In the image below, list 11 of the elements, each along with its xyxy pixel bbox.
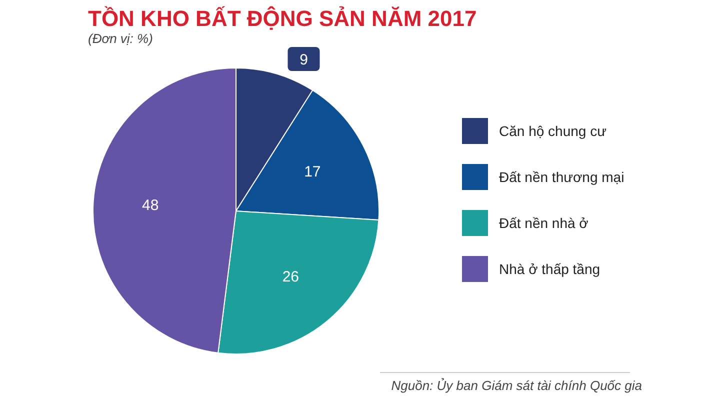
legend-label: Nhà ở thấp tầng: [499, 261, 600, 277]
legend-label: Đất nền thương mại: [499, 169, 624, 185]
data-label: 48: [142, 197, 159, 214]
data-label: 9: [300, 52, 308, 68]
text: Nguồn: Ủy ban Giám sát tài chính Quốc gia: [391, 378, 642, 393]
chart-subtitle: (Đơn vị: %): [88, 31, 153, 46]
legend-label: Căn hộ chung cư: [499, 123, 606, 139]
data-label: 26: [282, 268, 300, 286]
legend-label: Đất nền nhà ở: [499, 215, 588, 231]
data-label: 17: [304, 164, 321, 181]
chart-title: TỒN KHO BẤT ĐỘNG SẢN NĂM 2017: [88, 6, 477, 32]
